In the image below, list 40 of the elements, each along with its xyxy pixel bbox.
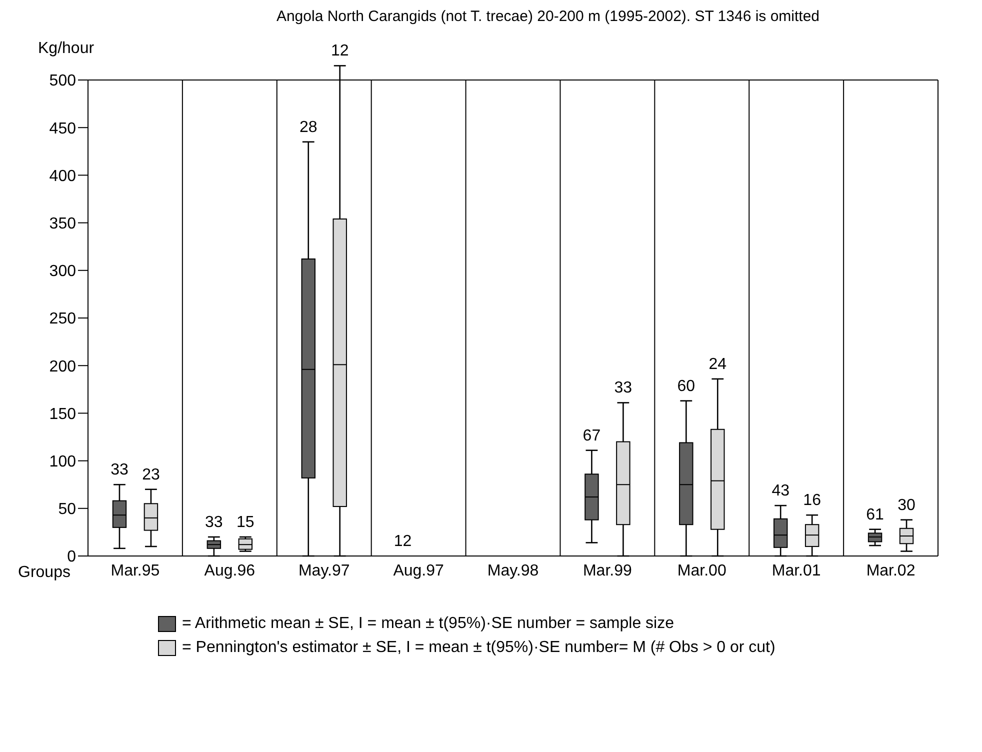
- y-tick-label: 250: [49, 310, 76, 328]
- text: 12: [394, 533, 412, 550]
- y-tick-label: 350: [49, 215, 76, 232]
- text: 23: [142, 466, 160, 484]
- y-tick-label: 50: [58, 501, 76, 518]
- text: 33: [614, 380, 632, 397]
- x-tick-label: May.97: [298, 562, 350, 580]
- text: 60: [677, 378, 696, 395]
- text: 28: [299, 118, 318, 136]
- x-tick-label: May.98: [487, 562, 539, 580]
- text: 30: [898, 496, 916, 514]
- text: 67: [582, 427, 601, 444]
- x-tick-label: Mar.01: [772, 562, 821, 580]
- text: 43: [772, 482, 790, 500]
- text: 15: [236, 514, 254, 531]
- x-tick-label: Mar.02: [866, 562, 916, 580]
- y-tick-label: 300: [49, 263, 76, 280]
- x-tick-label: Aug.96: [204, 562, 256, 580]
- x-tick-label: Mar.00: [677, 562, 726, 580]
- x-tick-label: Aug.97: [393, 562, 444, 580]
- y-tick-label: 0: [67, 548, 76, 566]
- text: 61: [866, 506, 884, 524]
- x-axis-title: Groups: [18, 564, 70, 582]
- y-tick-label: 500: [49, 72, 76, 90]
- chart-title: Angola North Carangids (not T. trecae) 20-200 m (1995-2002). ST 1346 is omitted: [275, 8, 821, 27]
- text: 16: [803, 492, 821, 510]
- y-tick-label: 200: [49, 358, 76, 376]
- legend-label: = Arithmetic mean ± SE, I = mean ± t(95%)·SE number = sample size: [182, 615, 674, 633]
- text: 33: [205, 514, 223, 531]
- y-tick-label: 100: [49, 453, 76, 470]
- y-tick-label: 150: [49, 406, 76, 423]
- text: 24: [708, 356, 727, 373]
- text: 12: [330, 42, 349, 60]
- legend-label: = Pennington's estimator ± SE, I = mean ± t(95%)·SE number= M (# Obs > 0 or cut): [182, 639, 776, 657]
- y-axis-title: Kg/hour: [38, 40, 94, 58]
- y-tick-label: 450: [49, 120, 76, 138]
- y-tick-label: 400: [49, 168, 76, 185]
- x-tick-label: Mar.99: [582, 562, 632, 580]
- x-tick-label: Mar.95: [110, 562, 160, 580]
- text: 33: [110, 462, 128, 479]
